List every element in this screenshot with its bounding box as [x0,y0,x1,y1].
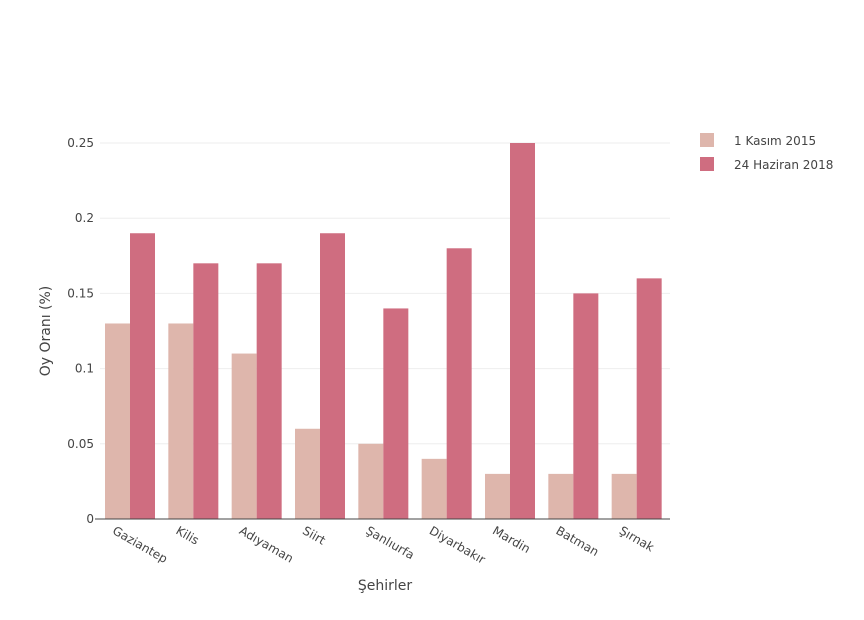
bar-series-1[interactable] [485,473,510,519]
y-axis-title: Oy Oranı (%) [38,286,54,377]
legend-item[interactable]: 24 Haziran 2018 [700,157,833,172]
legend-label: 24 Haziran 2018 [734,158,833,172]
x-tick-label: Kilis [174,523,202,547]
bar-series-2[interactable] [193,263,219,519]
bar-series-2[interactable] [383,308,409,519]
y-tick-label: 0.2 [75,211,94,225]
y-tick-label: 0.1 [75,362,94,376]
x-axis-title: Şehirler [358,578,413,594]
legend-item[interactable]: 1 Kasım 2015 [700,133,816,148]
x-tick-label: Diyarbakır [427,523,488,566]
y-tick-labels: 0 0.05 0.1 0.15 0.2 0.25 [67,136,94,526]
legend-swatch [700,133,714,147]
bar-series-2[interactable] [320,233,345,520]
y-tick-label: 0.25 [67,136,94,150]
legend-swatch [700,157,714,171]
bar-series-1[interactable] [105,323,130,519]
x-tick-label: Adıyaman [237,523,296,565]
bar-series-1[interactable] [231,353,257,519]
bar-series-2[interactable] [446,248,472,519]
y-tick-label: 0.05 [67,437,94,451]
bar-series-2[interactable] [510,143,535,519]
legend[interactable]: 1 Kasım 2015 24 Haziran 2018 [700,133,833,172]
axes [95,518,670,520]
x-tick-label: Şırnak [617,523,657,554]
x-tick-label: Batman [554,523,602,559]
bar-series-1[interactable] [295,428,320,519]
bar-series-1[interactable] [168,323,194,519]
bar-series-2[interactable] [636,278,662,519]
x-tick-label: Şanlıurfa [364,523,417,562]
bar-series-1[interactable] [358,443,384,519]
bars [105,143,662,520]
bar-series-1[interactable] [421,458,447,519]
y-tick-label: 0 [86,512,94,526]
bar-series-2[interactable] [573,293,599,519]
y-tick-label: 0.15 [67,286,94,300]
x-tick-label: Siirt [300,523,328,547]
bar-series-2[interactable] [130,233,155,520]
bar-series-2[interactable] [256,263,282,519]
x-tick-label: Mardin [490,523,533,556]
bar-series-1[interactable] [611,473,637,519]
x-tick-labels: Gaziantep Kilis Adıyaman Siirt Şanlıurfa Diya… [110,523,656,566]
x-tick-label: Gaziantep [110,523,170,566]
legend-label: 1 Kasım 2015 [734,134,816,148]
bar-series-1[interactable] [548,473,574,519]
